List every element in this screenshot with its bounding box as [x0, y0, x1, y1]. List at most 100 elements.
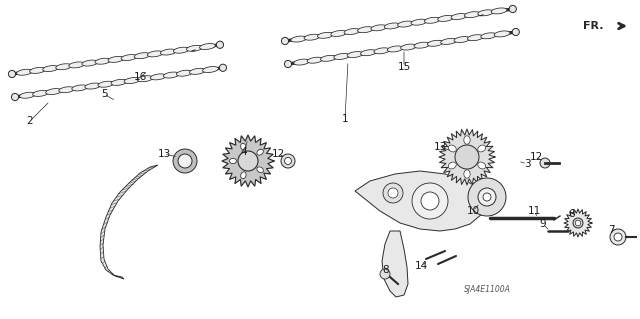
Ellipse shape: [150, 74, 166, 80]
Ellipse shape: [108, 56, 124, 63]
Ellipse shape: [230, 158, 237, 164]
Ellipse shape: [111, 79, 127, 85]
Ellipse shape: [85, 83, 100, 89]
Ellipse shape: [401, 44, 417, 50]
Circle shape: [412, 183, 448, 219]
Circle shape: [468, 178, 506, 216]
Circle shape: [173, 149, 197, 173]
Ellipse shape: [56, 64, 72, 70]
Circle shape: [421, 192, 439, 210]
Polygon shape: [564, 209, 592, 237]
Ellipse shape: [69, 62, 84, 68]
Ellipse shape: [137, 76, 153, 82]
Text: 14: 14: [414, 261, 428, 271]
Circle shape: [284, 60, 292, 68]
Ellipse shape: [29, 67, 45, 73]
Ellipse shape: [494, 31, 510, 37]
Ellipse shape: [134, 53, 150, 59]
Circle shape: [216, 41, 223, 48]
Circle shape: [238, 151, 258, 171]
Ellipse shape: [189, 68, 205, 74]
Ellipse shape: [438, 15, 454, 21]
Ellipse shape: [414, 42, 430, 48]
Ellipse shape: [384, 23, 400, 29]
Circle shape: [540, 158, 550, 168]
Circle shape: [610, 229, 626, 245]
Text: 13: 13: [433, 142, 447, 152]
Ellipse shape: [294, 59, 310, 65]
Ellipse shape: [467, 35, 483, 41]
Ellipse shape: [124, 78, 140, 84]
Polygon shape: [222, 135, 274, 187]
Text: 1: 1: [342, 114, 348, 124]
Ellipse shape: [344, 29, 360, 34]
Ellipse shape: [321, 55, 337, 61]
Ellipse shape: [186, 45, 202, 51]
Polygon shape: [100, 165, 158, 279]
Ellipse shape: [241, 143, 246, 150]
Ellipse shape: [481, 33, 497, 39]
Text: 9: 9: [540, 219, 547, 229]
Ellipse shape: [441, 38, 456, 44]
Ellipse shape: [82, 60, 98, 66]
Ellipse shape: [98, 81, 114, 87]
Text: SJA4E1100A: SJA4E1100A: [463, 285, 511, 293]
Circle shape: [455, 145, 479, 169]
Ellipse shape: [477, 145, 486, 152]
Ellipse shape: [43, 66, 58, 71]
Ellipse shape: [491, 8, 507, 14]
Ellipse shape: [72, 85, 88, 91]
Ellipse shape: [95, 58, 111, 64]
Ellipse shape: [177, 70, 192, 76]
Circle shape: [220, 64, 227, 71]
Text: 10: 10: [467, 206, 479, 216]
Circle shape: [388, 188, 398, 198]
Ellipse shape: [202, 67, 218, 72]
Ellipse shape: [465, 12, 480, 18]
Ellipse shape: [334, 54, 349, 59]
Ellipse shape: [304, 34, 320, 40]
Text: 3: 3: [524, 159, 531, 169]
Text: 5: 5: [100, 89, 108, 99]
Ellipse shape: [200, 43, 216, 49]
Circle shape: [281, 154, 295, 168]
Ellipse shape: [59, 87, 75, 93]
Ellipse shape: [347, 52, 363, 57]
Ellipse shape: [147, 51, 163, 57]
Ellipse shape: [358, 27, 373, 33]
Text: 11: 11: [527, 206, 541, 216]
Circle shape: [285, 158, 291, 165]
Ellipse shape: [17, 69, 33, 75]
Text: 4: 4: [241, 147, 247, 157]
Ellipse shape: [257, 149, 263, 155]
Text: 13: 13: [157, 149, 171, 159]
Ellipse shape: [424, 17, 440, 23]
Text: 6: 6: [569, 209, 575, 219]
Ellipse shape: [317, 32, 333, 38]
Circle shape: [575, 220, 580, 226]
Polygon shape: [439, 129, 495, 185]
Ellipse shape: [478, 10, 493, 16]
Circle shape: [8, 70, 15, 78]
Ellipse shape: [397, 21, 413, 27]
Ellipse shape: [33, 90, 49, 96]
Ellipse shape: [331, 30, 347, 36]
Ellipse shape: [307, 57, 323, 63]
Ellipse shape: [454, 37, 470, 42]
Circle shape: [380, 269, 390, 279]
Polygon shape: [382, 231, 408, 297]
Text: 16: 16: [133, 72, 147, 82]
Ellipse shape: [291, 36, 307, 42]
Circle shape: [383, 183, 403, 203]
Text: 2: 2: [27, 116, 33, 126]
Ellipse shape: [121, 55, 137, 61]
Text: 12: 12: [529, 152, 543, 162]
Circle shape: [509, 5, 516, 12]
Circle shape: [483, 193, 491, 201]
Ellipse shape: [411, 19, 427, 25]
Ellipse shape: [257, 167, 263, 173]
Circle shape: [178, 154, 192, 168]
Ellipse shape: [241, 172, 246, 179]
Text: 15: 15: [397, 62, 411, 72]
Circle shape: [282, 37, 289, 45]
